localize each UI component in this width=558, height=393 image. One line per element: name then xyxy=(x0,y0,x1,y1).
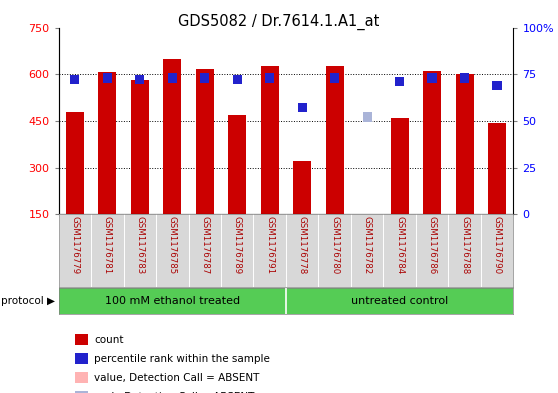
Bar xyxy=(391,118,408,214)
Point xyxy=(460,75,469,81)
Bar xyxy=(66,112,84,214)
Bar xyxy=(98,72,116,214)
Bar xyxy=(423,71,441,214)
Point xyxy=(233,77,242,83)
Text: GSM1176785: GSM1176785 xyxy=(168,217,177,275)
Text: GSM1176778: GSM1176778 xyxy=(298,217,307,275)
Point xyxy=(363,114,372,120)
Point xyxy=(395,79,404,85)
Bar xyxy=(294,161,311,214)
Text: count: count xyxy=(94,335,124,345)
Bar xyxy=(261,66,278,214)
Text: untreated control: untreated control xyxy=(351,296,448,306)
Text: GSM1176781: GSM1176781 xyxy=(103,217,112,275)
Text: GSM1176788: GSM1176788 xyxy=(460,217,469,275)
Point xyxy=(200,75,209,81)
Text: GSM1176789: GSM1176789 xyxy=(233,217,242,274)
Text: GSM1176780: GSM1176780 xyxy=(330,217,339,275)
Bar xyxy=(228,115,246,214)
Text: GSM1176791: GSM1176791 xyxy=(265,217,274,274)
Text: GSM1176782: GSM1176782 xyxy=(363,217,372,275)
Point xyxy=(427,75,436,81)
Text: percentile rank within the sample: percentile rank within the sample xyxy=(94,354,270,364)
Bar xyxy=(163,59,181,214)
Text: value, Detection Call = ABSENT: value, Detection Call = ABSENT xyxy=(94,373,259,383)
Bar xyxy=(456,74,474,214)
Point xyxy=(70,77,79,83)
Text: GSM1176783: GSM1176783 xyxy=(135,217,145,275)
Bar xyxy=(196,69,214,214)
Bar xyxy=(131,80,149,214)
Text: rank, Detection Call = ABSENT: rank, Detection Call = ABSENT xyxy=(94,391,254,393)
Point xyxy=(168,75,177,81)
Text: protocol ▶: protocol ▶ xyxy=(1,296,55,306)
Point xyxy=(493,82,502,88)
Text: 100 mM ethanol treated: 100 mM ethanol treated xyxy=(105,296,240,306)
Text: GSM1176786: GSM1176786 xyxy=(427,217,437,275)
Point xyxy=(298,105,307,111)
Point xyxy=(330,75,339,81)
Text: GSM1176779: GSM1176779 xyxy=(70,217,79,274)
Text: GSM1176787: GSM1176787 xyxy=(200,217,209,275)
Text: GSM1176784: GSM1176784 xyxy=(395,217,404,275)
Text: GDS5082 / Dr.7614.1.A1_at: GDS5082 / Dr.7614.1.A1_at xyxy=(179,14,379,30)
Text: GSM1176790: GSM1176790 xyxy=(493,217,502,274)
Bar xyxy=(358,213,376,214)
Point xyxy=(136,77,145,83)
Bar xyxy=(488,123,506,214)
Point xyxy=(103,75,112,81)
Point xyxy=(265,75,274,81)
Bar xyxy=(326,66,344,214)
